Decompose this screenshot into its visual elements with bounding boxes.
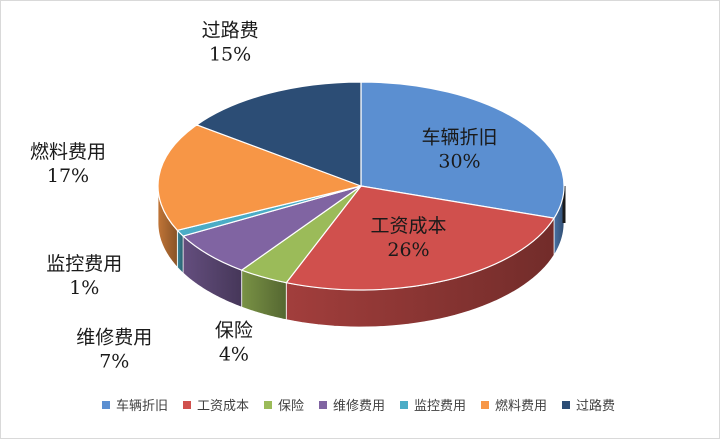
legend-label: 监控费用: [414, 399, 466, 414]
legend-label: 维修费用: [333, 399, 385, 414]
legend-item-3[interactable]: 维修费用: [319, 399, 385, 414]
data-label-percent: 4%: [219, 344, 249, 366]
legend-swatch: [562, 401, 570, 409]
data-label-percent: 30%: [438, 150, 480, 172]
data-label-percent: 17%: [47, 165, 89, 187]
data-label-category: 监控费用: [46, 253, 122, 275]
legend-label: 保险: [278, 399, 304, 414]
data-label-category: 过路费: [202, 19, 259, 41]
legend-label: 工资成本: [197, 399, 249, 414]
data-label-percent: 7%: [99, 350, 129, 372]
legend-label: 过路费: [576, 398, 615, 414]
legend-swatch: [264, 401, 272, 409]
pie-slice-0[interactable]: [360, 81, 565, 219]
legend-swatch: [319, 401, 327, 409]
pie-side-4: [176, 229, 184, 275]
data-label-category: 保险: [215, 320, 253, 342]
data-label-percent: 1%: [69, 277, 99, 299]
legend-swatch: [183, 401, 191, 409]
pie-slice-6[interactable]: [195, 81, 362, 187]
legend-swatch: [481, 401, 489, 409]
data-label-category: 维修费用: [76, 326, 152, 348]
pie-tops: [157, 81, 565, 291]
legend-swatch: [102, 401, 110, 409]
legend-item-6[interactable]: 过路费: [562, 398, 615, 414]
pie-slice-5[interactable]: [157, 124, 364, 231]
legend: 车辆折旧 工资成本 保险 维修费用 监控费用 燃料费用 过路费: [102, 398, 615, 414]
legend-swatch: [400, 401, 408, 409]
legend-item-5[interactable]: 燃料费用: [481, 398, 547, 414]
pie-slice-1[interactable]: [285, 185, 556, 291]
data-label-category: 工资成本: [370, 215, 446, 237]
legend-item-0[interactable]: 车辆折旧: [102, 398, 168, 414]
data-label-2: 保险4%: [215, 320, 253, 366]
data-label-percent: 15%: [209, 43, 251, 65]
data-label-category: 车辆折旧: [421, 126, 497, 148]
pie-sides: [157, 185, 566, 328]
data-label-category: 燃料费用: [30, 141, 106, 163]
legend-item-1[interactable]: 工资成本: [183, 399, 249, 414]
legend-label: 车辆折旧: [116, 398, 168, 414]
legend-item-2[interactable]: 保险: [264, 399, 304, 414]
legend-item-4[interactable]: 监控费用: [400, 399, 466, 414]
legend-label: 燃料费用: [495, 398, 547, 414]
data-label-percent: 26%: [387, 239, 429, 261]
